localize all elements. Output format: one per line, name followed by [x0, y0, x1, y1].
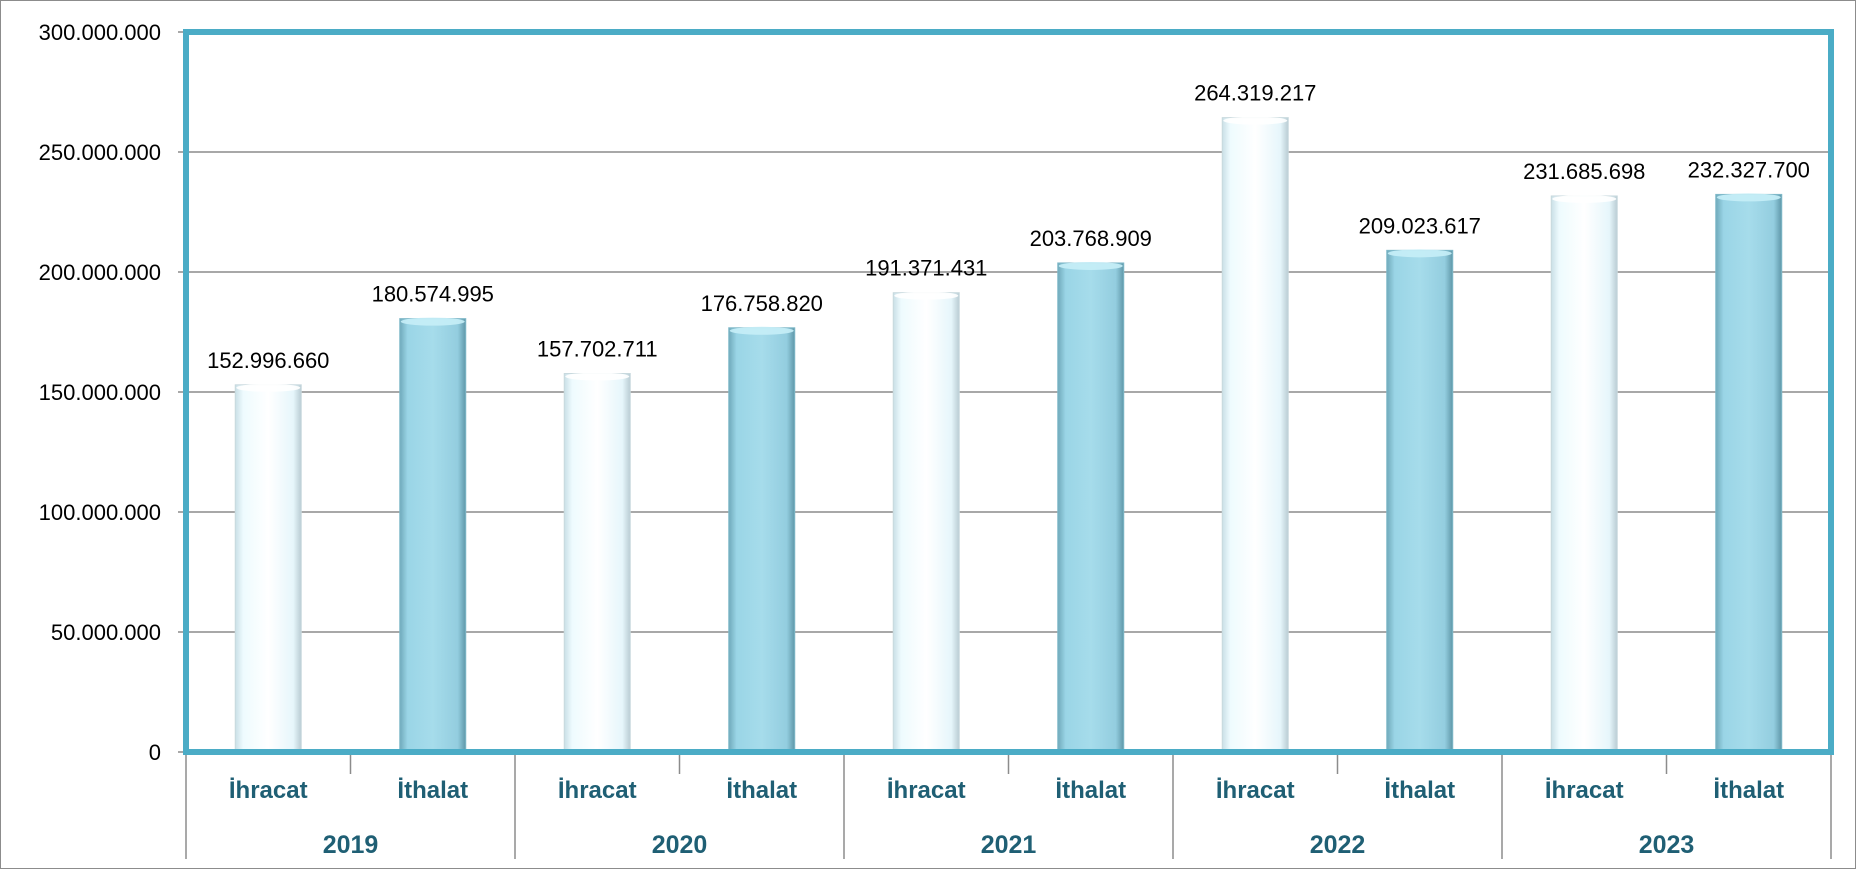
bar-top-bevel [236, 383, 301, 392]
data-label: 157.702.711 [537, 337, 658, 362]
bar-top-bevel [1223, 116, 1288, 125]
category-label: İthalat [1384, 777, 1455, 804]
category-label: İthalat [1055, 777, 1126, 804]
data-label: 231.685.698 [1523, 159, 1645, 184]
plot-area-border [183, 29, 1834, 755]
data-label: 152.996.660 [207, 348, 329, 373]
bar-ithalat [1057, 262, 1125, 753]
data-label: 191.371.431 [865, 256, 987, 281]
bar-top-bevel [894, 291, 959, 300]
y-tick-label: 150.000.000 [39, 380, 161, 405]
bar-top-bevel [1387, 249, 1452, 258]
data-label: 180.574.995 [372, 282, 494, 307]
category-label: İhracat [1216, 777, 1295, 804]
data-label: 203.768.909 [1030, 226, 1152, 251]
bar-ithalat [399, 318, 467, 753]
category-label: İthalat [726, 777, 797, 804]
y-tick-label: 0 [149, 740, 161, 765]
bar-ihracat [1221, 117, 1289, 753]
y-tick-label: 50.000.000 [51, 620, 161, 645]
category-label: İthalat [1713, 777, 1784, 804]
data-label: 232.327.700 [1688, 157, 1810, 182]
category-label: İhracat [229, 777, 308, 804]
bar-ihracat [234, 384, 302, 753]
category-label: İhracat [1545, 777, 1624, 804]
category-label: İhracat [887, 777, 966, 804]
data-label: 264.319.217 [1194, 81, 1316, 106]
category-label: İthalat [397, 777, 468, 804]
year-group-label: 2023 [1639, 831, 1695, 859]
category-label: İhracat [558, 777, 637, 804]
bar-ihracat [1550, 195, 1618, 753]
bar-ithalat [728, 327, 796, 753]
bar-ihracat [563, 373, 631, 753]
data-label: 209.023.617 [1359, 213, 1481, 238]
year-group-label: 2019 [323, 831, 379, 859]
bar-top-bevel [1716, 193, 1781, 202]
y-tick-label: 300.000.000 [39, 20, 161, 45]
bar-ithalat [1715, 193, 1783, 753]
bar-top-bevel [400, 317, 465, 326]
bar-ihracat [892, 292, 960, 753]
data-label: 176.758.820 [701, 291, 823, 316]
y-tick-label: 100.000.000 [39, 500, 161, 525]
year-group-label: 2020 [652, 831, 708, 859]
bar-top-bevel [565, 372, 630, 381]
bar-top-bevel [1552, 194, 1617, 203]
y-tick-label: 250.000.000 [39, 140, 161, 165]
bar-ithalat [1386, 249, 1454, 753]
bar-top-bevel [729, 326, 794, 335]
year-group-label: 2021 [981, 831, 1037, 859]
y-tick-label: 200.000.000 [39, 260, 161, 285]
bar-top-bevel [1058, 261, 1123, 270]
year-group-label: 2022 [1310, 831, 1366, 859]
